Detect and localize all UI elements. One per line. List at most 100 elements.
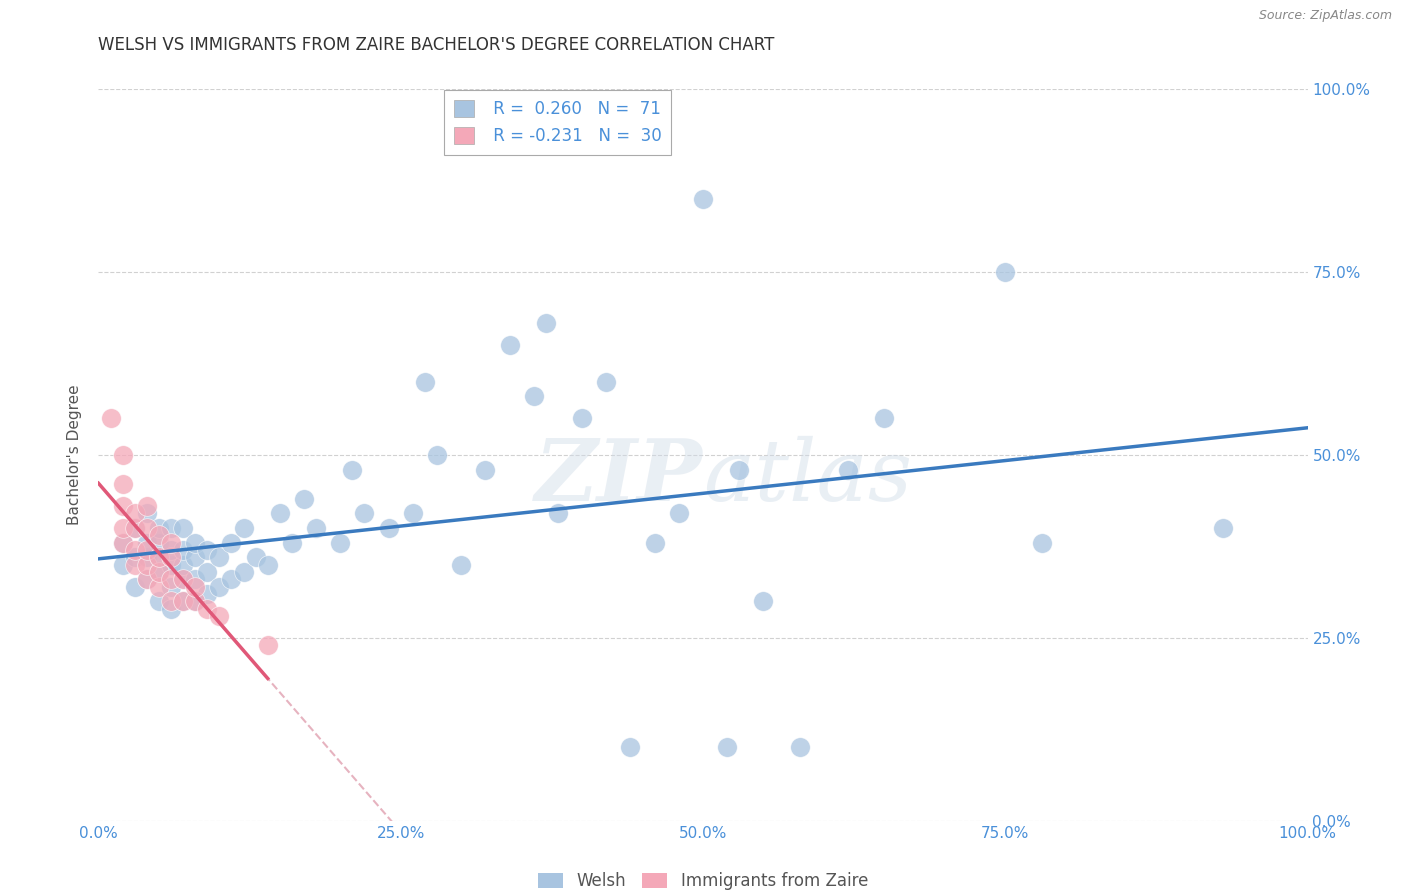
Point xyxy=(124,550,146,565)
Point xyxy=(256,638,278,652)
Point xyxy=(172,572,194,586)
Point xyxy=(148,535,170,549)
Point xyxy=(135,572,157,586)
Point xyxy=(184,535,207,549)
Point xyxy=(256,558,278,572)
Point xyxy=(1212,521,1234,535)
Point xyxy=(195,587,218,601)
Point xyxy=(377,521,399,535)
Point xyxy=(111,499,134,513)
Point xyxy=(595,375,617,389)
Point xyxy=(184,550,207,565)
Point xyxy=(184,594,207,608)
Point xyxy=(245,550,267,565)
Point xyxy=(232,565,254,579)
Point xyxy=(160,543,183,558)
Point xyxy=(353,507,375,521)
Legend: Welsh, Immigrants from Zaire: Welsh, Immigrants from Zaire xyxy=(531,865,875,892)
Point xyxy=(195,565,218,579)
Point xyxy=(342,462,364,476)
Point xyxy=(111,535,134,549)
Point xyxy=(644,535,666,549)
Point xyxy=(789,740,811,755)
Point xyxy=(498,338,520,352)
Point xyxy=(160,558,183,572)
Point xyxy=(221,572,243,586)
Point xyxy=(474,462,496,476)
Point xyxy=(413,375,436,389)
Point xyxy=(135,535,157,549)
Point xyxy=(172,521,194,535)
Point xyxy=(208,608,231,623)
Point xyxy=(160,601,183,615)
Point xyxy=(135,521,157,535)
Point xyxy=(184,594,207,608)
Point xyxy=(619,740,641,755)
Point xyxy=(426,448,449,462)
Point xyxy=(135,543,157,558)
Text: WELSH VS IMMIGRANTS FROM ZAIRE BACHELOR'S DEGREE CORRELATION CHART: WELSH VS IMMIGRANTS FROM ZAIRE BACHELOR'… xyxy=(98,36,775,54)
Point xyxy=(873,411,896,425)
Text: Source: ZipAtlas.com: Source: ZipAtlas.com xyxy=(1258,9,1392,22)
Point xyxy=(100,411,122,425)
Point xyxy=(692,192,714,206)
Point xyxy=(172,594,194,608)
Point xyxy=(124,521,146,535)
Point xyxy=(329,535,352,549)
Point xyxy=(111,521,134,535)
Point xyxy=(172,543,194,558)
Point xyxy=(571,411,593,425)
Point xyxy=(752,594,775,608)
Point xyxy=(135,550,157,565)
Point xyxy=(184,572,207,586)
Point xyxy=(135,572,157,586)
Point xyxy=(124,580,146,594)
Point xyxy=(668,507,690,521)
Point xyxy=(124,543,146,558)
Point xyxy=(160,535,183,549)
Point xyxy=(728,462,751,476)
Point xyxy=(523,389,546,403)
Point xyxy=(148,550,170,565)
Point xyxy=(148,594,170,608)
Point xyxy=(195,543,218,558)
Point xyxy=(160,572,183,586)
Point xyxy=(111,477,134,491)
Point xyxy=(160,580,183,594)
Point xyxy=(208,550,231,565)
Point xyxy=(450,558,472,572)
Point xyxy=(172,558,194,572)
Point xyxy=(221,535,243,549)
Point xyxy=(148,521,170,535)
Point xyxy=(269,507,291,521)
Text: ZIP: ZIP xyxy=(536,435,703,518)
Point xyxy=(232,521,254,535)
Point xyxy=(402,507,425,521)
Point xyxy=(534,316,557,330)
Point xyxy=(111,448,134,462)
Point xyxy=(148,528,170,542)
Point xyxy=(172,594,194,608)
Point xyxy=(148,565,170,579)
Point xyxy=(160,550,183,565)
Point xyxy=(124,521,146,535)
Point xyxy=(111,535,134,549)
Point xyxy=(1031,535,1053,549)
Point xyxy=(124,558,146,572)
Point xyxy=(124,507,146,521)
Point xyxy=(148,580,170,594)
Point xyxy=(111,558,134,572)
Point xyxy=(547,507,569,521)
Point xyxy=(184,580,207,594)
Point xyxy=(305,521,328,535)
Point xyxy=(994,265,1017,279)
Point xyxy=(837,462,859,476)
Point xyxy=(208,580,231,594)
Point xyxy=(172,572,194,586)
Point xyxy=(148,565,170,579)
Y-axis label: Bachelor's Degree: Bachelor's Degree xyxy=(67,384,83,525)
Point xyxy=(135,499,157,513)
Point xyxy=(281,535,304,549)
Point xyxy=(292,491,315,506)
Point xyxy=(160,594,183,608)
